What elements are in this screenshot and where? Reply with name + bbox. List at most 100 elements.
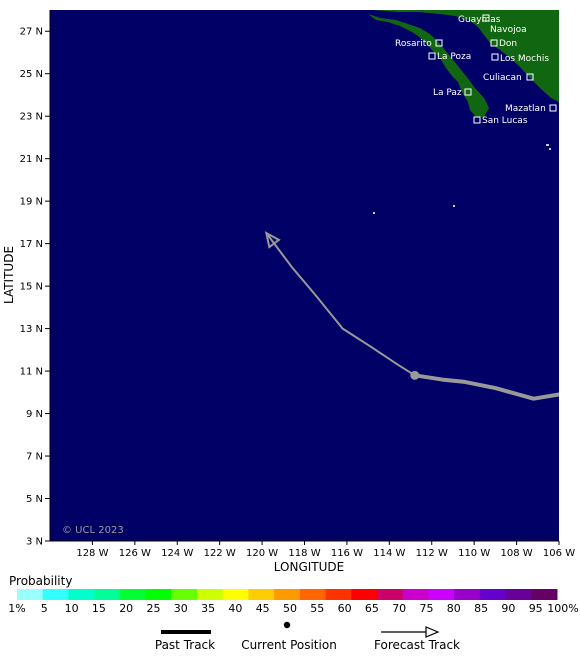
probability-swatch [42,589,69,600]
probability-label: 70 [392,602,406,615]
city-marker-icon [435,39,443,47]
place-marker: La Paz [433,88,472,98]
probability-swatch [197,589,224,600]
probability-label: 65 [365,602,379,615]
probability-label: 75 [420,602,434,615]
forecast-track-line [265,232,416,377]
copyright-label: © UCL 2023 [62,525,124,536]
city-marker-icon [428,52,436,60]
forecast-track-label: Forecast Track [374,638,460,652]
probability-labels: 1% 5 10 15 20 25 30 35 40 45 50 55 60 65 70 75 80 85 90 95 1… [8,602,578,615]
city-marker-icon [549,104,557,112]
lat-tick-label: 21 N [20,154,43,165]
probability-label: 100% [547,602,578,615]
lon-tick-label: 110 W [458,548,490,559]
place-label: Navojoa [490,25,527,35]
place-marker: Culiacan [483,73,534,83]
lat-tick-label: 25 N [20,69,43,80]
place-marker: Rosarito [395,39,443,49]
probability-swatch [505,589,532,600]
legend: Probability 1% 5 10 15 20 25 30 35 40 45 50 55 60 65 7… [8,574,578,652]
probability-label: 1% [8,602,25,615]
y-axis-label: LATITUDE [2,246,16,304]
probability-swatch [94,589,121,600]
city-marker-icon [464,88,472,96]
city-marker-icon [490,39,498,47]
place-marker: Los Mochis [491,53,549,64]
island [453,205,455,207]
lat-tick-label: 11 N [20,367,43,378]
place-label: Guaymas [458,15,501,25]
current-position-marker [410,370,420,380]
lon-tick-label: 122 W [204,548,236,559]
lat-tick-label: 19 N [20,197,43,208]
city-marker-icon [473,116,481,124]
lat-tick-label: 27 N [20,27,43,38]
lat-tick-label: 7 N [26,452,43,463]
past-track-label: Past Track [155,638,215,652]
island [373,212,375,214]
probability-color-bar [17,589,558,600]
probability-label: 40 [228,602,242,615]
probability-swatch [17,589,44,600]
place-label: La Paz [433,88,462,98]
probability-label: 5 [41,602,48,615]
probability-swatch [531,589,558,600]
place-marker: Don [490,39,517,49]
probability-swatch [428,589,455,600]
lon-tick-label: 124 W [161,548,193,559]
probability-swatch [119,589,147,600]
forecast-arrowhead-icon [264,231,281,249]
probability-label: 15 [92,602,106,615]
x-axis-label: LONGITUDE [274,560,344,574]
probability-label: 80 [447,602,461,615]
probability-swatch [325,589,352,600]
current-position-dot-sample [283,621,291,629]
probability-label: 30 [174,602,188,615]
past-track-line [412,373,559,401]
probability-label: 10 [65,602,79,615]
forecast-arrow-icon [425,626,440,638]
lat-tick-label: 3 N [26,537,43,548]
probability-label: 50 [283,602,297,615]
place-label: Rosarito [395,39,432,49]
legend-forecast-track: Forecast Track [374,626,460,652]
place-label: Culiacan [483,73,522,83]
place-label: San Lucas [482,116,528,126]
place-label: Mazatlan [505,104,546,114]
place-label: Don [499,39,517,49]
island [546,144,549,146]
place-marker: La Poza [428,52,471,62]
probability-label: 35 [201,602,215,615]
place-marker: Mazatlan [505,104,557,114]
probability-label: 55 [310,602,324,615]
lat-tick-label: 9 N [26,409,43,420]
baja-california-landmass [368,14,489,117]
lon-tick-label: 106 W [543,548,575,559]
probability-swatch [222,589,249,600]
city-marker-icon [491,53,499,61]
lon-tick-label: 108 W [501,548,533,559]
lat-tick-label: 15 N [20,282,43,293]
lon-tick-label: 112 W [416,548,448,559]
probability-label: 20 [119,602,133,615]
probability-swatch [351,589,378,600]
place-marker: San Lucas [473,116,528,126]
ocean-background [50,10,559,541]
longitude-axis: 128 W 126 W 124 W 122 W 120 W 118 W 116 W 114 W… [50,540,575,559]
legend-past-track: Past Track [155,630,215,652]
place-label: Los Mochis [500,54,549,64]
probability-swatch [171,589,198,600]
latitude-axis: 27 N 25 N 23 N 21 N 19 N 17 N 15 N 13 N 11 N 9 N 7… [20,10,51,548]
probability-swatch [377,589,404,600]
place-marker: Guaymas [458,14,501,25]
lon-tick-label: 114 W [373,548,405,559]
mainland-mexico-landmass [372,10,559,102]
lon-tick-label: 118 W [288,548,320,559]
probability-label: 85 [474,602,488,615]
island [549,148,551,150]
storm-track-layer [264,231,559,401]
